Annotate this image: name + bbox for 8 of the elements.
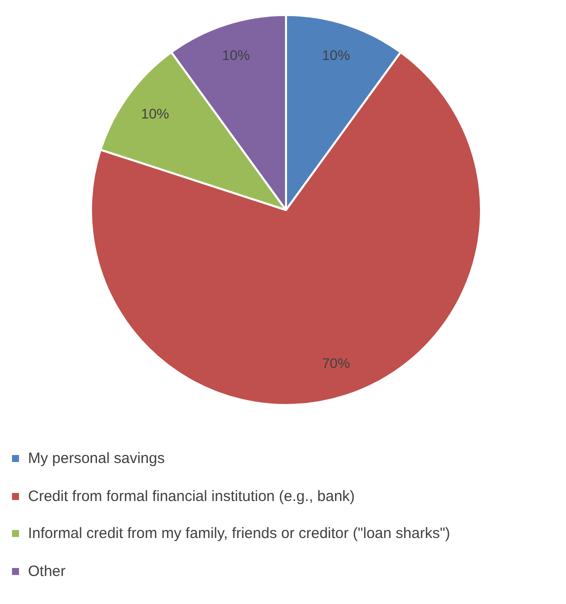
legend-label: My personal savings [28,450,165,468]
legend-label: Credit from formal financial institution (e.g., bank) [28,488,355,505]
data-label: 70% [322,354,350,371]
data-label: 10% [222,46,250,63]
legend-label: Informal credit from my family, friends or creditor ("loan sharks") [28,525,450,542]
data-label: 10% [322,46,350,63]
data-label: 10% [141,106,170,122]
legend-label: Other [28,562,66,580]
